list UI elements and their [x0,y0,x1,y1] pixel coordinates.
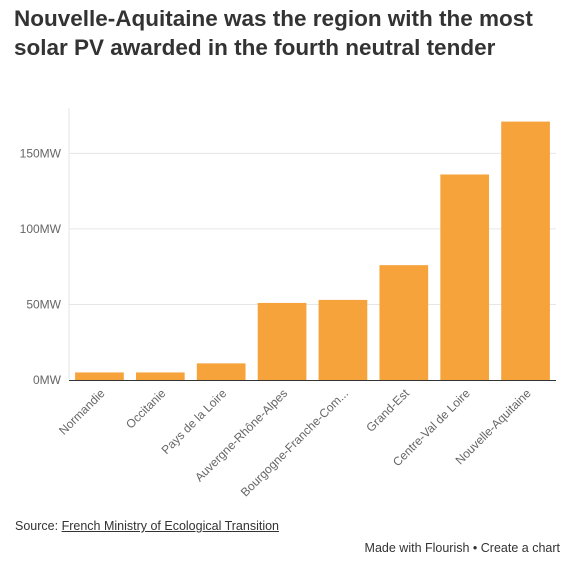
bar[interactable] [135,372,185,380]
create-chart-link[interactable]: Create a chart [480,541,560,555]
bars [75,121,550,380]
bar[interactable] [379,265,429,380]
bar[interactable] [75,372,124,380]
y-tick-label: 150MW [20,146,62,160]
x-tick-label: Grand-Est [363,386,412,435]
bar[interactable] [257,302,307,380]
footer: Made with Flourish • Create a chart [365,541,560,555]
footer-separator: • [469,541,481,555]
bar[interactable] [196,363,246,380]
y-tick-label: 100MW [20,222,62,236]
made-with-flourish-link[interactable]: Made with Flourish [364,541,470,555]
y-tick-label: 0MW [33,373,62,387]
x-tick-label: Normandie [56,386,108,438]
bar[interactable] [501,121,550,380]
source-link[interactable]: French Ministry of Ecological Transition [61,519,280,533]
x-tick-label: Bourgogne-Franche-Com... [238,386,351,499]
chart-title: Nouvelle-Aquitaine was the region with t… [14,6,533,60]
y-axis-ticks: 0MW 50MW 100MW 150MW [20,146,62,387]
bar[interactable] [440,174,490,380]
source-note: Source: French Ministry of Ecological Tr… [15,519,279,533]
y-tick-label: 50MW [26,297,61,311]
source-prefix: Source: [15,519,62,533]
x-tick-label: Occitanie [123,386,169,432]
bar[interactable] [318,299,368,380]
